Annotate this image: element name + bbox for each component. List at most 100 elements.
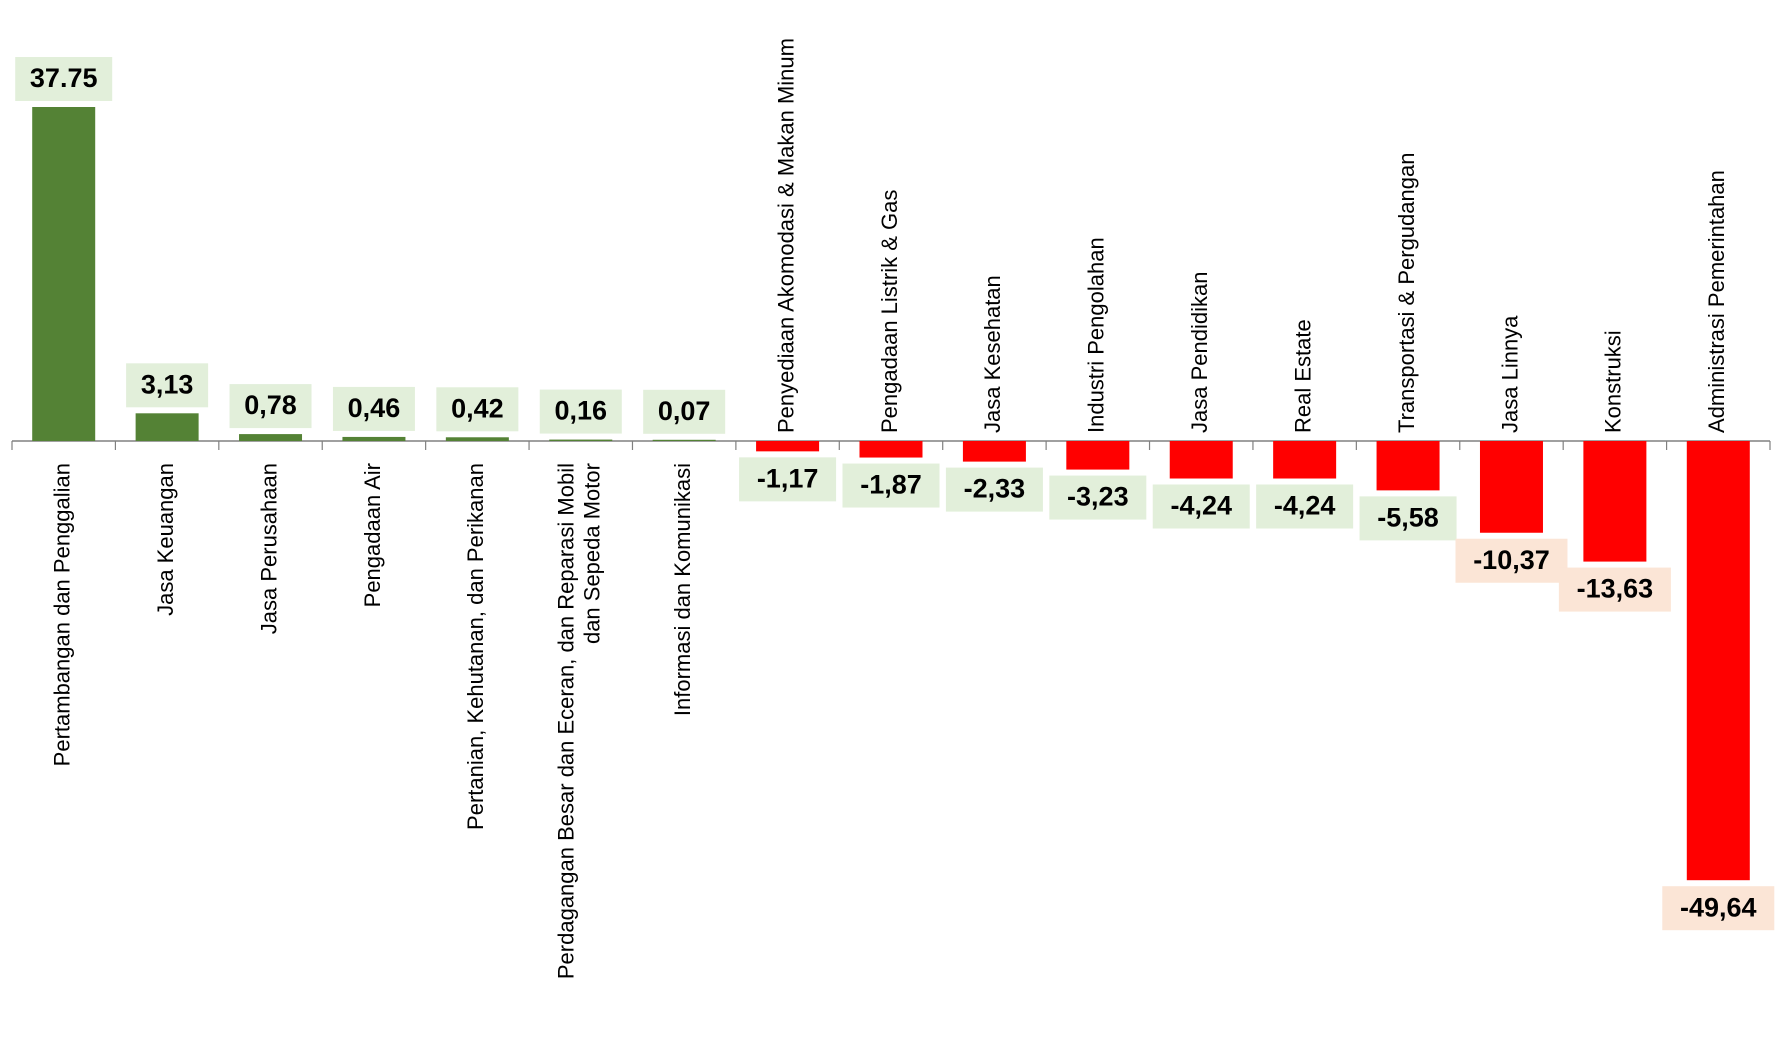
bar: [1479, 441, 1543, 533]
data-label-bg: [332, 386, 415, 431]
data-label-text: -13,63: [1577, 574, 1654, 604]
bar: [32, 107, 96, 441]
x-tick-label: Jasa Linnya: [1497, 315, 1522, 433]
x-tick-label-text: Jasa Keuangan: [153, 463, 178, 616]
x-tick-label: Pertambangan dan Penggalian: [50, 463, 75, 766]
x-tick-label: Transportasi & Pergudangan: [1394, 153, 1419, 433]
x-tick-label-text: Real Estate: [1290, 319, 1315, 433]
x-tick-label-text: Pengadaan Air: [360, 463, 385, 607]
data-label-bg: [945, 467, 1043, 512]
bar: [756, 441, 820, 452]
x-tick-label-text: Informasi dan Komunikasi: [670, 463, 695, 716]
x-tick-label: Perdagangan Besar dan Eceran, dan Repara…: [554, 463, 605, 979]
data-label-bg: [436, 387, 519, 432]
x-tick-label-text: Jasa Perusahaan: [256, 463, 281, 634]
x-tick-label: Penyediaan Akomodasi & Makan Minum: [773, 38, 798, 433]
x-tick-label: Jasa Pendidikan: [1187, 272, 1212, 433]
data-label: 0,07: [643, 389, 726, 434]
data-label: -2,33: [945, 467, 1043, 512]
data-label-text: 3,13: [141, 369, 194, 399]
data-label: -49,64: [1662, 886, 1775, 931]
data-label-text: 0,42: [451, 393, 504, 423]
data-label-bg: [1152, 484, 1250, 529]
bar: [1273, 441, 1337, 479]
data-label-text: 0,46: [348, 393, 401, 423]
x-tick-label: Pengadaan Listrik & Gas: [877, 190, 902, 433]
data-label-bg: [15, 57, 113, 101]
data-label: -10,37: [1455, 538, 1568, 583]
x-tick-label-text: Pertanian, Kehutanan, dan Perikanan: [463, 463, 488, 830]
data-label: 37.75: [15, 57, 113, 101]
x-tick-label-text: Pengadaan Listrik & Gas: [877, 190, 902, 433]
data-label: -5,58: [1359, 496, 1457, 541]
x-tick-label: Real Estate: [1290, 319, 1315, 433]
x-tick-label-text: Jasa Linnya: [1497, 315, 1522, 433]
x-tick-label-text: Pertambangan dan Penggalian: [50, 463, 75, 766]
x-tick-label: Pengadaan Air: [360, 463, 385, 607]
x-tick-label-text: Konstruksi: [1601, 330, 1626, 433]
data-label-text: -4,24: [1170, 491, 1232, 521]
bar: [1376, 441, 1440, 491]
x-tick-label: Pertanian, Kehutanan, dan Perikanan: [463, 463, 488, 830]
bar: [962, 441, 1026, 462]
x-tick-label: Jasa Perusahaan: [256, 463, 281, 634]
bar: [859, 441, 923, 458]
data-label: 3,13: [126, 363, 209, 408]
data-label-bg: [1256, 484, 1354, 529]
data-label-text: -1,87: [860, 470, 922, 500]
bar: [1583, 441, 1647, 562]
data-label: -1,17: [739, 457, 837, 502]
x-tick-label: Konstruksi: [1601, 330, 1626, 433]
x-tick-label-text: Industri Pengolahan: [1084, 237, 1109, 433]
data-label-bg: [1455, 538, 1568, 583]
data-label: -4,24: [1256, 484, 1354, 529]
x-tick-label-text: Administrasi Pemerintahan: [1704, 170, 1729, 433]
x-tick-label-text: dan Sepeda Motor: [580, 463, 605, 644]
data-label-bg: [126, 363, 209, 408]
data-label-text: 0,07: [658, 396, 711, 426]
x-tick-label: Informasi dan Komunikasi: [670, 463, 695, 716]
x-tick-label: Jasa Kesehatan: [980, 275, 1005, 433]
bar: [135, 413, 199, 441]
data-label: -4,24: [1152, 484, 1250, 529]
data-label: 0,42: [436, 387, 519, 432]
x-tick-label-text: Jasa Pendidikan: [1187, 272, 1212, 433]
x-tick-label-text: Perdagangan Besar dan Eceran, dan Repara…: [554, 463, 579, 979]
data-label-text: -49,64: [1680, 892, 1757, 922]
x-tick-label: Administrasi Pemerintahan: [1704, 170, 1729, 433]
x-tick-label: Industri Pengolahan: [1084, 237, 1109, 433]
data-label-text: -1,17: [757, 463, 819, 493]
bar: [549, 439, 613, 441]
data-label-bg: [643, 389, 726, 434]
x-tick-label: Jasa Keuangan: [153, 463, 178, 616]
data-label-text: -3,23: [1067, 482, 1129, 512]
data-label-bg: [739, 457, 837, 502]
bar: [1169, 441, 1233, 479]
data-label-bg: [1049, 475, 1147, 520]
data-label-text: 0,16: [554, 396, 607, 426]
data-label-bg: [1558, 567, 1671, 612]
data-label-bg: [842, 463, 940, 508]
data-label: 0,16: [539, 389, 622, 434]
data-label-text: -10,37: [1473, 545, 1550, 575]
bar: [652, 439, 716, 441]
bar: [342, 436, 406, 441]
data-label-bg: [539, 389, 622, 434]
data-label: -1,87: [842, 463, 940, 508]
data-label: -3,23: [1049, 475, 1147, 520]
x-tick-label-text: Jasa Kesehatan: [980, 275, 1005, 433]
bar: [239, 434, 303, 441]
data-label-bg: [229, 384, 312, 429]
data-label-text: -4,24: [1274, 491, 1336, 521]
data-label: -13,63: [1558, 567, 1671, 612]
data-label-text: 0,78: [244, 390, 297, 420]
data-label-text: -2,33: [964, 474, 1026, 504]
data-label-bg: [1662, 886, 1775, 931]
bar: [1066, 441, 1130, 470]
data-label-bg: [1359, 496, 1457, 541]
data-label-text: -5,58: [1377, 502, 1439, 532]
bar: [445, 437, 509, 441]
data-label: 0,78: [229, 384, 312, 429]
x-tick-label-text: Transportasi & Pergudangan: [1394, 153, 1419, 433]
